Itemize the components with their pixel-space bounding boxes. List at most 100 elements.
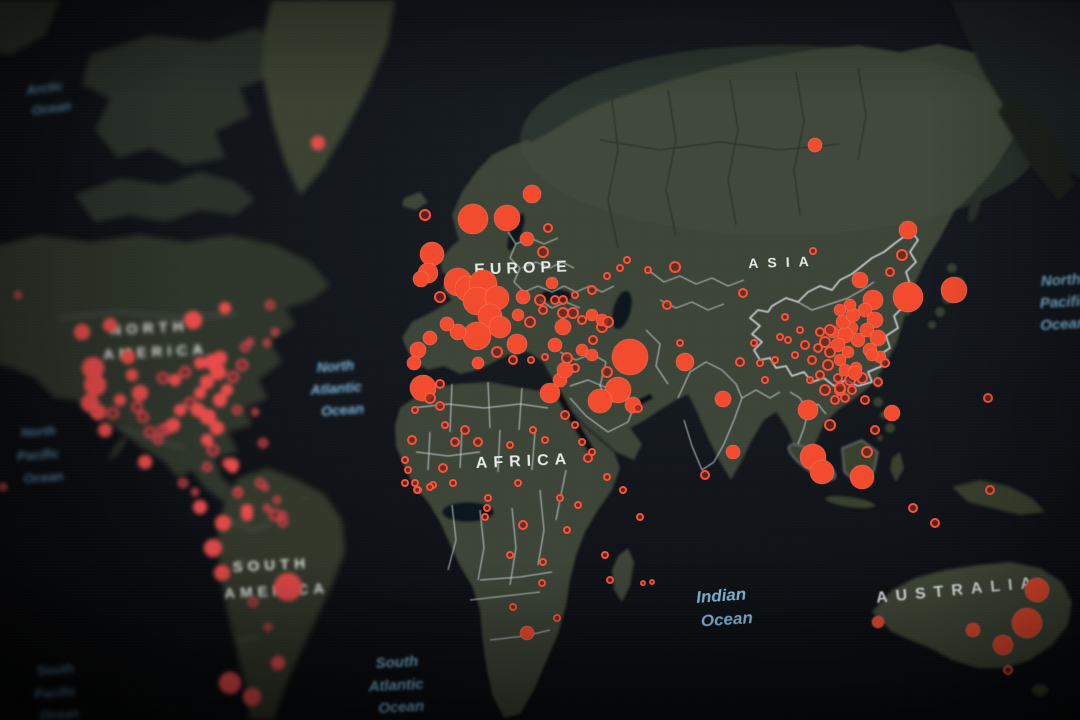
outbreak-marker xyxy=(401,456,409,464)
outbreak-marker xyxy=(264,623,272,631)
outbreak-marker xyxy=(983,393,993,403)
outbreak-marker xyxy=(669,261,681,273)
outbreak-marker xyxy=(588,335,598,345)
outbreak-marker xyxy=(587,388,613,414)
outbreak-marker xyxy=(192,499,208,515)
outbreak-marker xyxy=(543,223,553,233)
outbreak-marker xyxy=(236,359,248,371)
outbreak-marker xyxy=(554,318,572,336)
outbreak-marker xyxy=(509,603,517,611)
outbreak-marker xyxy=(985,485,995,495)
outbreak-marker xyxy=(404,466,412,474)
outbreak-marker xyxy=(413,486,421,494)
outbreak-marker xyxy=(209,363,227,381)
outbreak-marker xyxy=(14,291,22,299)
outbreak-marker xyxy=(258,438,268,448)
outbreak-marker xyxy=(892,281,924,313)
outbreak-marker xyxy=(224,457,240,473)
outbreak-marker xyxy=(406,355,422,371)
outbreak-marker xyxy=(756,359,764,367)
outbreak-marker xyxy=(426,483,434,491)
outbreak-marker xyxy=(107,407,119,419)
outbreak-marker xyxy=(168,373,182,387)
outbreak-marker xyxy=(435,379,445,389)
outbreak-marker xyxy=(813,343,823,353)
outbreak-marker xyxy=(601,551,609,559)
outbreak-marker xyxy=(761,376,769,384)
outbreak-marker xyxy=(261,483,269,491)
outbreak-marker xyxy=(807,355,817,365)
outbreak-marker xyxy=(120,349,136,365)
outbreak-marker xyxy=(240,508,254,522)
outbreak-marker xyxy=(419,241,445,267)
outbreak-marker xyxy=(822,359,834,371)
outbreak-marker xyxy=(873,377,883,387)
outbreak-marker xyxy=(157,372,169,384)
outbreak-marker xyxy=(227,371,239,383)
outbreak-marker xyxy=(144,426,156,438)
outbreak-marker xyxy=(83,373,107,397)
outbreak-marker xyxy=(896,249,908,261)
outbreak-marker xyxy=(137,454,153,470)
outbreak-marker xyxy=(883,404,901,422)
outbreak-marker xyxy=(435,401,445,411)
outbreak-marker xyxy=(89,403,107,421)
outbreak-marker xyxy=(471,356,485,370)
outbreak-marker xyxy=(419,209,431,221)
outbreak-marker xyxy=(807,137,823,153)
outbreak-marker xyxy=(833,373,843,383)
outbreak-marker xyxy=(550,295,560,305)
outbreak-marker xyxy=(750,339,758,347)
outbreak-marker xyxy=(515,289,531,305)
outbreak-marker xyxy=(209,420,225,436)
outbreak-marker xyxy=(407,435,417,445)
outbreak-marker xyxy=(125,368,139,382)
outbreak-marker xyxy=(830,395,840,405)
outbreak-marker xyxy=(725,444,741,460)
outbreak-marker xyxy=(611,338,649,376)
outbreak-marker xyxy=(73,323,91,341)
label-south-atlantic-line2: Atlantic xyxy=(367,676,424,696)
outbreak-marker xyxy=(623,256,631,264)
outbreak-marker xyxy=(265,300,275,310)
outbreak-marker xyxy=(616,264,624,272)
outbreak-marker xyxy=(251,408,259,416)
outbreak-marker xyxy=(602,316,614,328)
label-indian-line2: Ocean xyxy=(700,608,753,631)
outbreak-marker xyxy=(179,366,191,378)
outbreak-marker xyxy=(131,384,149,402)
outbreak-marker xyxy=(273,572,303,602)
outbreak-marker xyxy=(567,307,579,319)
outbreak-marker xyxy=(833,303,847,317)
outbreak-marker xyxy=(676,339,684,347)
outbreak-marker xyxy=(246,338,254,346)
outbreak-marker xyxy=(861,446,873,458)
outbreak-marker xyxy=(191,488,199,496)
outbreak-marker xyxy=(488,315,512,339)
outbreak-marker xyxy=(263,339,271,347)
outbreak-marker xyxy=(633,403,643,413)
outbreak-marker xyxy=(824,324,836,336)
outbreak-marker xyxy=(518,520,528,530)
outbreak-marker xyxy=(173,403,187,417)
outbreak-marker xyxy=(908,503,918,513)
label-north-pacific-west-line1: North xyxy=(21,423,57,440)
outbreak-marker xyxy=(538,579,546,587)
label-south-pacific-line1: South xyxy=(36,661,74,679)
outbreak-marker xyxy=(524,316,536,328)
outbreak-marker xyxy=(0,483,7,491)
outbreak-marker xyxy=(491,346,503,358)
outbreak-marker xyxy=(553,614,561,622)
outbreak-marker xyxy=(450,437,460,447)
outbreak-marker xyxy=(603,473,611,481)
label-north-pacific-east-line1: North xyxy=(1040,271,1080,290)
outbreak-marker xyxy=(411,479,419,487)
outbreak-marker xyxy=(310,135,326,151)
outbreak-marker xyxy=(776,333,784,341)
outbreak-marker xyxy=(583,453,593,463)
outbreak-marker xyxy=(401,479,409,487)
outbreak-marker xyxy=(541,353,549,361)
outbreak-marker xyxy=(556,361,574,379)
outbreak-marker xyxy=(1024,577,1050,603)
outbreak-marker xyxy=(441,421,449,429)
